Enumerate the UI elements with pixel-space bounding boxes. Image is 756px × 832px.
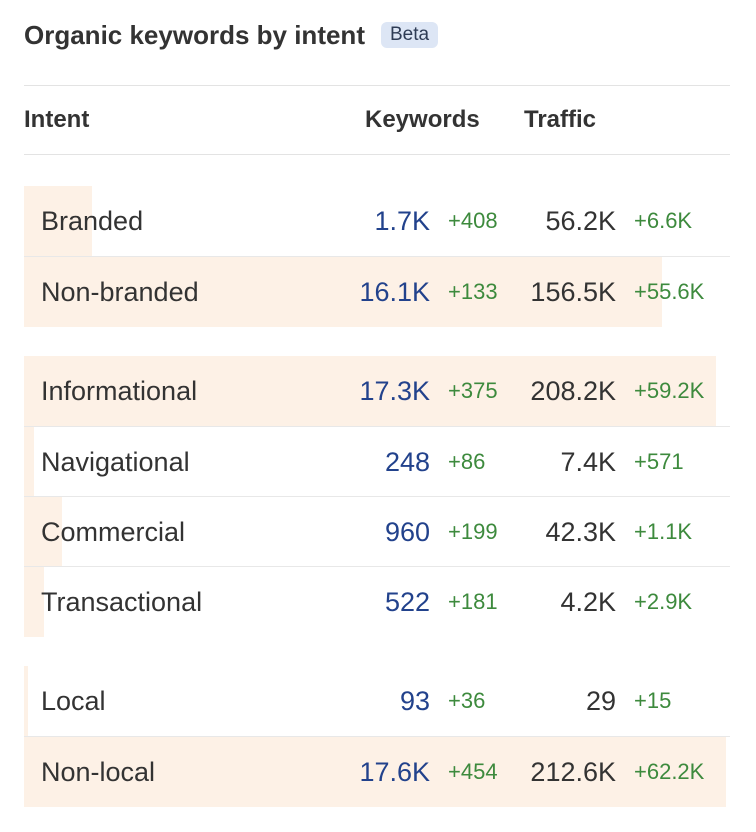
traffic-change: +59.2K <box>634 378 705 403</box>
widget-title-bar: Organic keywords by intent Beta <box>24 18 439 52</box>
widget-title: Organic keywords by intent <box>24 19 365 50</box>
traffic-value: 7.4K <box>560 447 616 477</box>
intent-label: Transactional <box>41 587 203 617</box>
share-bar <box>24 497 62 567</box>
table-row[interactable]: Non-local 17.6K +454 212.6K +62.2K <box>24 736 730 807</box>
traffic-value: 4.2K <box>560 587 616 617</box>
traffic-change: +1.1K <box>634 519 693 544</box>
traffic-change: +55.6K <box>634 279 705 304</box>
keywords-value[interactable]: 522 <box>384 587 430 617</box>
traffic-change: +2.9K <box>634 589 693 614</box>
keywords-change: +36 <box>448 688 486 713</box>
intent-label: Local <box>41 686 106 716</box>
table-row[interactable]: Local 93 +36 29 +15 <box>24 666 730 736</box>
keywords-value[interactable]: 16.1K <box>359 277 430 307</box>
table-row[interactable]: Transactional 522 +181 4.2K +2.9K <box>24 566 730 637</box>
traffic-change: +571 <box>634 449 684 474</box>
traffic-value: 212.6K <box>530 757 616 787</box>
keywords-change: +199 <box>448 519 498 544</box>
keywords-change: +375 <box>448 378 498 403</box>
keywords-change: +181 <box>448 589 498 614</box>
intent-label: Non-branded <box>41 277 199 307</box>
table-row[interactable]: Branded 1.7K +408 56.2K +6.6K <box>24 186 730 256</box>
intent-label: Navigational <box>41 447 190 477</box>
header-top-divider <box>24 85 730 86</box>
table-row[interactable]: Navigational 248 +86 7.4K +571 <box>24 426 730 497</box>
column-header-traffic[interactable]: Traffic <box>524 106 597 133</box>
share-bar <box>24 427 34 497</box>
traffic-value: 56.2K <box>545 206 616 236</box>
share-bar <box>24 737 726 807</box>
keywords-change: +133 <box>448 279 498 304</box>
traffic-value: 29 <box>585 686 616 716</box>
header-bottom-divider <box>24 154 730 155</box>
traffic-change: +15 <box>634 688 672 713</box>
keywords-value[interactable]: 248 <box>384 447 430 477</box>
table-row[interactable]: Commercial 960 +199 42.3K +1.1K <box>24 496 730 567</box>
intent-label: Branded <box>41 206 144 236</box>
traffic-value: 208.2K <box>530 376 616 406</box>
keywords-value[interactable]: 17.3K <box>359 376 430 406</box>
traffic-value: 42.3K <box>545 517 616 547</box>
keywords-change: +454 <box>448 759 498 784</box>
column-header-keywords[interactable]: Keywords <box>365 106 480 133</box>
intent-label: Commercial <box>41 517 186 547</box>
traffic-change: +6.6K <box>634 208 693 233</box>
traffic-change: +62.2K <box>634 759 705 784</box>
share-bar <box>24 666 28 736</box>
share-bar <box>24 356 716 426</box>
keywords-change: +86 <box>448 449 486 474</box>
keywords-value[interactable]: 93 <box>399 686 430 716</box>
share-bar <box>24 257 662 327</box>
keywords-change: +408 <box>448 208 498 233</box>
beta-badge: Beta <box>380 21 439 49</box>
traffic-value: 156.5K <box>530 277 616 307</box>
keywords-value[interactable]: 17.6K <box>359 757 430 787</box>
table-row[interactable]: Non-branded 16.1K +133 156.5K +55.6K <box>24 256 730 327</box>
keywords-value[interactable]: 960 <box>384 517 430 547</box>
share-bar <box>24 186 92 256</box>
keywords-value[interactable]: 1.7K <box>374 206 430 236</box>
intent-label: Non-local <box>41 757 156 787</box>
table-row[interactable]: Informational 17.3K +375 208.2K +59.2K <box>24 356 730 426</box>
intent-label: Informational <box>41 376 198 406</box>
column-header-intent: Intent <box>24 106 90 133</box>
share-bar <box>24 567 44 637</box>
